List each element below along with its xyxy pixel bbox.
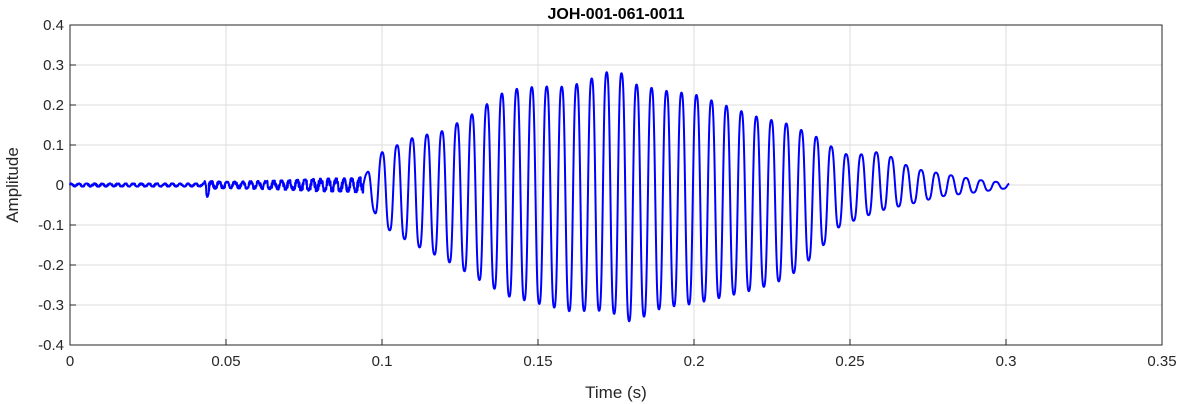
x-tick-label: 0.3 xyxy=(996,353,1017,370)
y-tick-label: 0 xyxy=(56,177,64,194)
y-tick-label: -0.4 xyxy=(38,337,64,354)
y-tick-label: 0.3 xyxy=(43,57,64,74)
x-tick-label: 0 xyxy=(66,353,74,370)
x-tick-label: 0.35 xyxy=(1147,353,1176,370)
x-axis-label: Time (s) xyxy=(585,383,647,402)
x-ticks: 0 0.05 0.1 0.15 0.2 0.25 0.3 0.35 xyxy=(66,339,1177,370)
y-tick-label: -0.1 xyxy=(38,217,64,234)
waveform-series-line xyxy=(69,71,1010,323)
y-tick-label: 0.1 xyxy=(43,137,64,154)
x-tick-label: 0.25 xyxy=(835,353,864,370)
y-tick-label: -0.2 xyxy=(38,257,64,274)
y-tick-label: 0.2 xyxy=(43,97,64,114)
x-tick-label: 0.15 xyxy=(523,353,552,370)
x-tick-label: 0.2 xyxy=(684,353,705,370)
y-tick-label: 0.4 xyxy=(43,17,64,34)
y-axis-label: Amplitude xyxy=(3,147,22,223)
y-ticks: 0.4 0.3 0.2 0.1 0 -0.1 -0.2 -0.3 -0.4 xyxy=(38,17,76,354)
x-tick-label: 0.1 xyxy=(372,353,393,370)
y-tick-label: -0.3 xyxy=(38,297,64,314)
chart-title: JOH-001-061-0011 xyxy=(548,6,685,23)
x-tick-label: 0.05 xyxy=(211,353,240,370)
